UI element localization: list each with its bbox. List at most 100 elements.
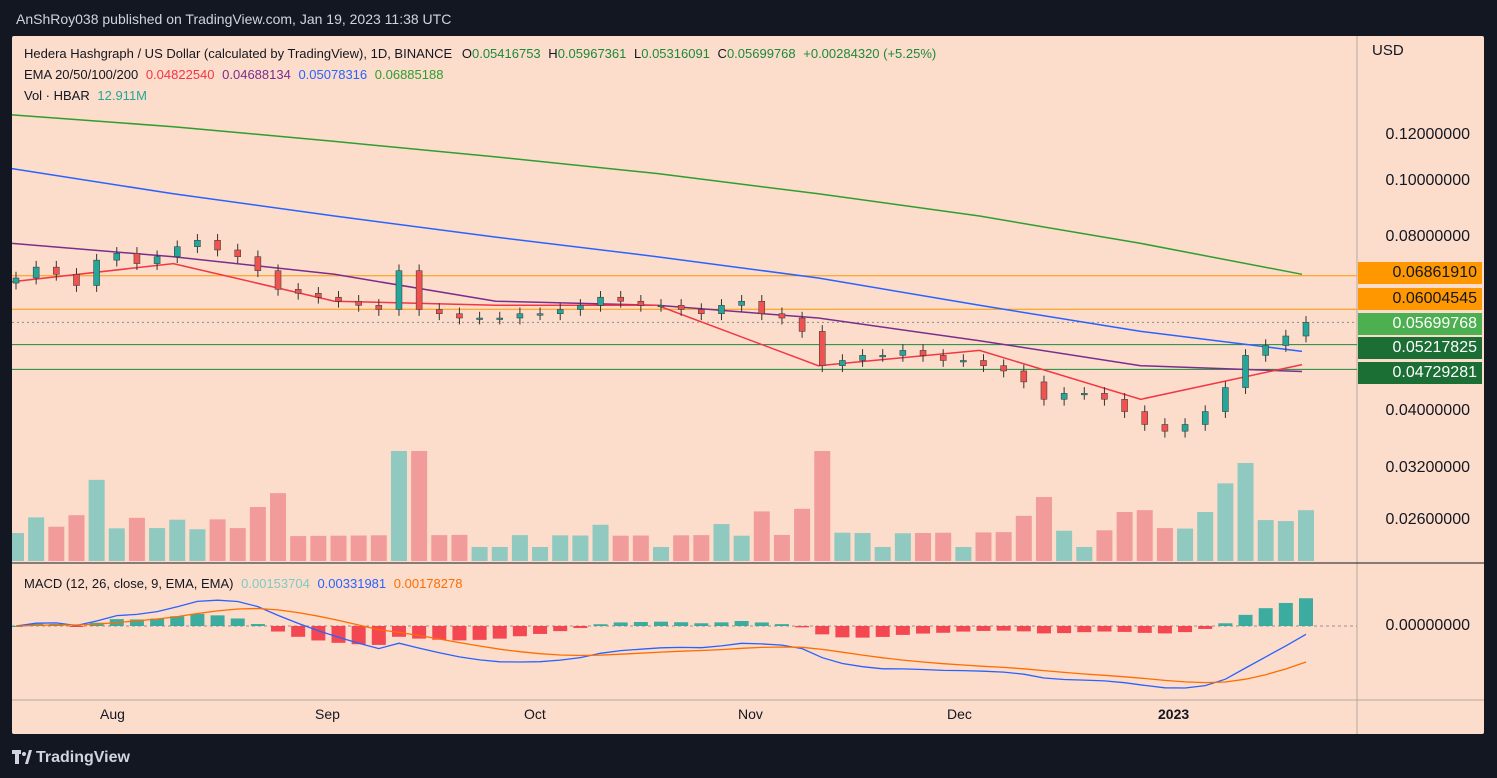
volume-bar xyxy=(1015,515,1032,561)
volume-bar xyxy=(390,451,407,561)
macd-histogram-bar xyxy=(976,626,991,631)
ema20-value: 0.04822540 xyxy=(145,67,215,82)
macd-histogram-bar xyxy=(654,621,668,626)
volume-bar xyxy=(330,535,347,561)
volume-bar xyxy=(995,532,1012,561)
volume-bar xyxy=(773,534,790,561)
volume-bar xyxy=(491,547,508,561)
candle-body xyxy=(335,296,342,302)
macd-histogram-bar xyxy=(1057,626,1072,634)
macd-histogram-bar xyxy=(835,626,850,638)
macd-histogram-bar xyxy=(1097,626,1112,632)
candle-body xyxy=(698,309,705,314)
ema50-line xyxy=(12,242,1303,373)
volume-bar xyxy=(68,515,85,561)
volume-bar xyxy=(592,524,609,561)
candle-body xyxy=(516,313,524,319)
macd-histogram-bar xyxy=(956,626,971,632)
macd-histogram-bar xyxy=(432,626,447,640)
macd-histogram-bar xyxy=(875,626,890,637)
volume-bar xyxy=(753,511,770,561)
macd-histogram-bar xyxy=(774,624,789,626)
macd-histogram-bar xyxy=(452,626,467,641)
publisher-header: AnShRoy038 published on TradingView.com,… xyxy=(0,0,1497,38)
tradingview-logo-icon xyxy=(12,750,32,764)
ohlc-high: 0.05967361 xyxy=(557,46,627,61)
footer: TradingView xyxy=(0,740,1497,778)
volume-bar xyxy=(673,535,690,561)
macd-histogram-bar xyxy=(129,619,144,626)
x-tick-label: 2023 xyxy=(1158,706,1190,722)
ema20-line xyxy=(12,262,1303,401)
macd-histogram-bar xyxy=(633,621,648,626)
macd-histogram-bar xyxy=(311,626,326,641)
chart-panel[interactable]: Hedera Hashgraph / US Dollar (calculated… xyxy=(12,36,1484,734)
volume-bar xyxy=(1056,530,1073,561)
candle-body xyxy=(637,300,645,306)
candle-body xyxy=(597,296,604,306)
tradingview-logo-icon[interactable]: TradingView xyxy=(12,749,130,767)
macd-histogram-bar xyxy=(331,626,346,643)
candle-body xyxy=(456,313,463,319)
candle-body xyxy=(839,360,846,366)
candle-body xyxy=(153,256,161,264)
candle-body xyxy=(274,270,282,290)
volume-bar xyxy=(632,535,649,561)
volume-bar xyxy=(149,528,166,561)
ohlc-close: 0.05699768 xyxy=(726,46,796,61)
macd-histogram-bar xyxy=(613,622,628,626)
volume-bar xyxy=(894,533,911,561)
candle-body xyxy=(73,274,80,286)
volume-bar xyxy=(1116,512,1133,561)
level-tag: 0.06004545 xyxy=(1358,288,1482,310)
candle-body xyxy=(436,309,443,314)
candle-body xyxy=(53,266,60,275)
candle-body xyxy=(254,256,262,271)
macd-histogram-bar xyxy=(795,626,810,628)
macd-histogram-bar xyxy=(1157,626,1172,634)
candle-body xyxy=(1101,393,1108,400)
volume-bar xyxy=(511,535,528,561)
candle-body xyxy=(798,317,806,332)
candle-body xyxy=(657,305,665,308)
macd-histogram-bar xyxy=(472,626,487,640)
macd-histogram-bar xyxy=(1278,602,1293,626)
chart-canvas[interactable] xyxy=(12,36,1484,734)
volume-bar xyxy=(209,519,226,561)
macd-signal-line xyxy=(15,607,1307,684)
candle-body xyxy=(899,350,907,356)
candle-body xyxy=(819,331,826,366)
candle-body xyxy=(133,253,141,264)
volume-bar xyxy=(794,508,811,561)
volume-bar xyxy=(189,529,206,561)
brand-name: TradingView xyxy=(36,749,130,766)
candle-body xyxy=(939,355,947,361)
candle-body xyxy=(919,350,927,356)
macd-zero-label: 0.00000000 xyxy=(1385,617,1470,634)
macd-histogram-bar xyxy=(1178,626,1193,633)
volume-bar xyxy=(48,526,65,561)
candle-body xyxy=(1282,335,1290,346)
macd-histogram-bar xyxy=(391,626,406,637)
ema100-line xyxy=(12,167,1303,353)
candle-body xyxy=(1060,393,1068,400)
candle-body xyxy=(1121,399,1128,412)
ohlc-high-label: H xyxy=(548,46,558,61)
macd-line xyxy=(15,599,1307,689)
volume-bar xyxy=(955,547,972,561)
macd-histogram-bar xyxy=(1036,626,1051,634)
macd-histogram-bar xyxy=(754,622,769,626)
volume-bar xyxy=(572,535,589,561)
currency-label: USD xyxy=(1372,42,1404,59)
volume-bar xyxy=(975,532,992,561)
volume-bar xyxy=(915,533,932,561)
macd-histogram-bar xyxy=(351,626,366,645)
volume-bar xyxy=(532,547,549,561)
macd-histogram-bar xyxy=(593,624,608,626)
macd-histogram-bar xyxy=(734,620,749,626)
macd-histogram-bar xyxy=(815,626,830,635)
candle-body xyxy=(1040,381,1048,400)
published-text: AnShRoy038 published on TradingView.com,… xyxy=(16,11,452,27)
macd-histogram-bar xyxy=(533,626,548,634)
candle-body xyxy=(12,277,20,284)
